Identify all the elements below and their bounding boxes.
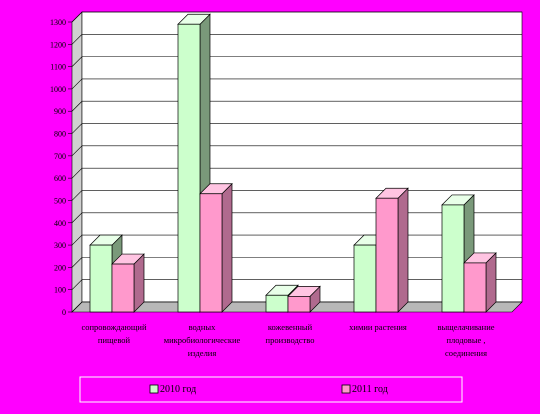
bar-s0-c3: [353, 244, 377, 313]
y-tick-label: 900: [54, 107, 66, 116]
y-tick-label: 500: [54, 196, 66, 205]
x-label-line: соединения: [445, 348, 487, 358]
bar-s1-c2: [287, 296, 311, 313]
bar-s1-c3: [375, 197, 399, 313]
x-label-0: сопровождающий пищевой: [81, 322, 146, 345]
gridline: [71, 145, 522, 157]
y-tick-label: 1300: [50, 18, 66, 27]
bar-s0-c0: [89, 244, 113, 313]
bar-side-s1-c1: [221, 182, 233, 313]
y-tick-label: 300: [54, 241, 66, 250]
x-label-line: пищевой: [98, 335, 131, 345]
x-label-3: химии растения: [349, 322, 407, 332]
x-label-line: плодовые ,: [446, 335, 485, 345]
y-axis-ticks: 0 100 200 300 400 500 600 700 800 900 1000 1100 1200…: [50, 18, 72, 317]
gridline: [71, 212, 522, 223]
legend-label-2010: 2010 год: [160, 384, 196, 395]
legend-box: [79, 376, 463, 403]
x-label-line: изделия: [188, 348, 217, 358]
gridline: [71, 11, 522, 23]
x-label-1: водных микробиологические изделия: [164, 322, 241, 358]
y-tick-label: 800: [54, 130, 66, 139]
x-label-line: сопровождающий: [81, 322, 146, 332]
y-tick-label: 400: [54, 219, 66, 228]
y-tick-label: 600: [54, 174, 66, 183]
gridline: [71, 56, 522, 67]
gridline: [71, 78, 522, 90]
x-label-line: производство: [266, 335, 315, 345]
bar-s1-c1: [199, 193, 223, 313]
x-label-line: химии растения: [349, 322, 407, 332]
legend-swatch-2011: [341, 384, 351, 394]
bar-s0-c2: [265, 294, 289, 313]
x-label-4: выщелачивание плодовые , соединения: [437, 322, 494, 358]
gridline: [71, 34, 522, 45]
x-label-line: выщелачивание: [437, 322, 494, 332]
bar-s0-c1: [177, 23, 201, 313]
gridline: [71, 167, 522, 179]
y-tick-label: 1200: [50, 40, 66, 49]
y-tick-label: 100: [54, 286, 66, 295]
gridline: [71, 123, 522, 134]
y-tick-label: 700: [54, 152, 66, 161]
bars: [89, 13, 497, 313]
legend: 2010 год 2011 год: [79, 376, 463, 403]
y-tick-label: 1100: [50, 63, 66, 72]
bar-s1-c0: [111, 263, 135, 313]
left-wall: [71, 11, 83, 313]
legend-swatch-2010: [149, 384, 159, 394]
y-tick-label: 0: [62, 308, 66, 317]
x-axis-labels: сопровождающий пищевой водных микробиологич…: [81, 322, 494, 358]
bar-side-s1-c3: [397, 187, 409, 313]
y-tick-label: 1000: [50, 85, 66, 94]
x-label-line: водных: [189, 322, 217, 332]
gridline: [71, 100, 522, 112]
y-tick-label: 200: [54, 263, 66, 272]
legend-label-2011: 2011 год: [352, 384, 388, 395]
bar-s1-c4: [463, 262, 487, 313]
x-label-line: кожевенный: [268, 322, 313, 332]
x-label-line: микробиологические: [164, 335, 241, 345]
gridline: [71, 190, 522, 201]
x-label-2: кожевенный производство: [266, 322, 315, 345]
bar-s0-c4: [441, 204, 465, 313]
